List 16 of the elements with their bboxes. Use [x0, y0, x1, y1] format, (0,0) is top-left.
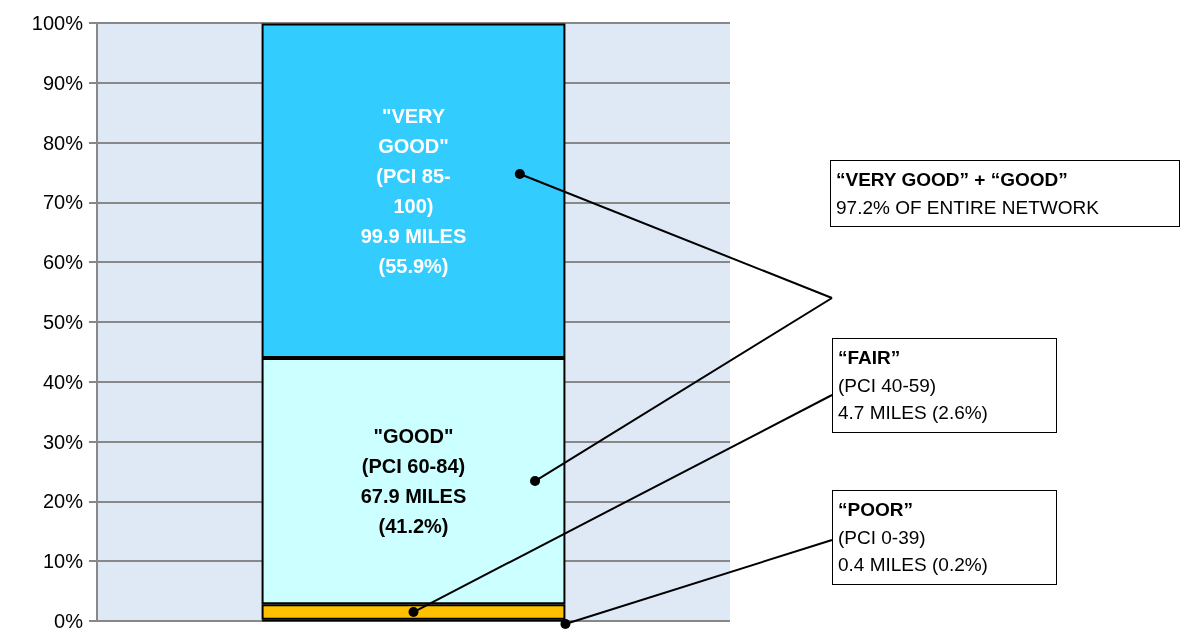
y-tick-label: 20%	[42, 490, 84, 513]
y-tick-label: 80%	[42, 131, 84, 154]
callout-box: “VERY GOOD” + “GOOD” 97.2% OF ENTIRE NETWORK	[830, 160, 1180, 228]
y-tick-label: 0%	[54, 610, 84, 631]
y-tick-label: 90%	[42, 71, 84, 94]
y-tick-label: 100%	[31, 12, 84, 34]
y-tick-label: 40%	[42, 370, 84, 393]
callout-box: “POOR” (PCI 0-39) 0.4 MILES (0.2%)	[832, 490, 1057, 585]
y-tick-label: 10%	[42, 550, 84, 573]
data-label: "VERY GOOD" (PCI 85- 100) 99.9 MILES (55.9%)	[360, 104, 467, 277]
data-label: "GOOD" (PCI 60-84) 67.9 MILES (41.2%)	[360, 425, 467, 538]
y-tick-label: 70%	[42, 191, 84, 214]
y-tick-label: 50%	[42, 311, 84, 333]
callout-box: “FAIR” (PCI 40-59) 4.7 MILES (2.6%)	[832, 338, 1057, 433]
y-tick-label: 30%	[42, 430, 84, 453]
y-tick-label: 60%	[42, 251, 84, 274]
